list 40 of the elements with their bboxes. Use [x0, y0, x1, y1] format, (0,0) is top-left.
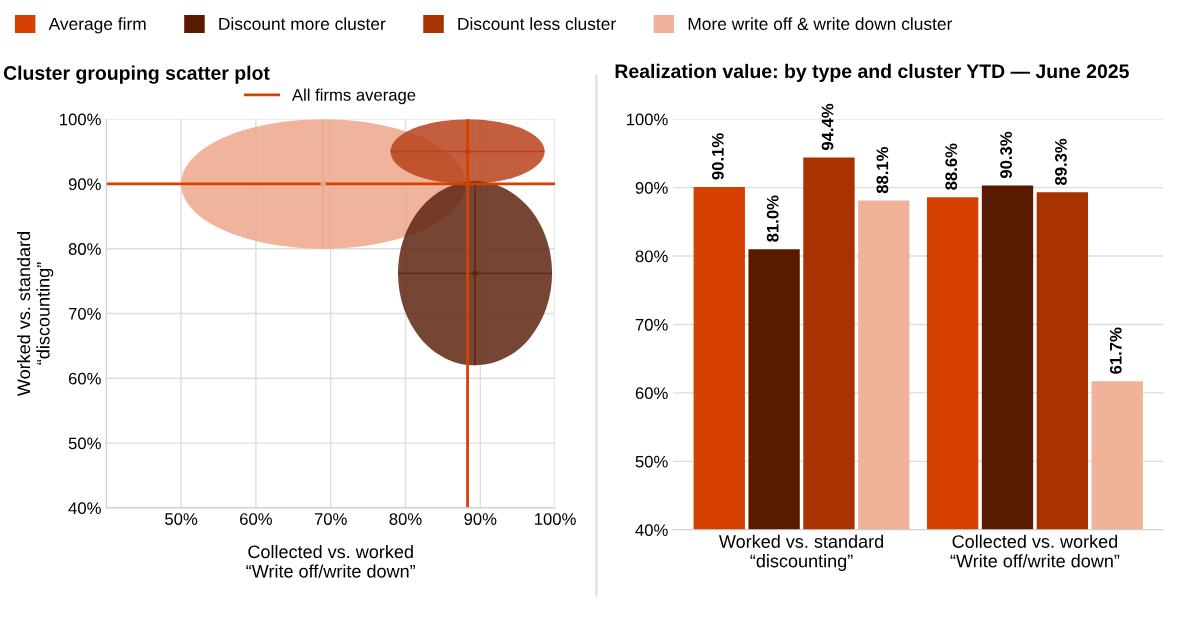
y-tick-label: 100% — [626, 113, 668, 126]
legend-label: Discount more cluster — [219, 17, 386, 31]
y-tick-label: 60% — [68, 372, 101, 385]
point — [472, 270, 478, 277]
y-tick-label: 50% — [635, 455, 668, 468]
legend-label: All firms average — [291, 88, 416, 105]
y-tick-label: 90% — [68, 178, 101, 191]
text: 88.6% — [945, 143, 958, 190]
y-tick-label: 80% — [68, 243, 101, 255]
y-tick-label: 60% — [635, 387, 668, 400]
text: 90.3% — [1000, 131, 1012, 179]
x-tick-label: 100% — [535, 513, 576, 525]
x-tick-label: 90% — [464, 513, 497, 525]
y-tick-label: 70% — [68, 307, 101, 320]
text: 89.3% — [1055, 138, 1067, 185]
text: 90.1% — [711, 133, 724, 180]
legend-label: More write off & write down cluster — [688, 17, 953, 31]
x-tick-label: 80% — [389, 513, 422, 525]
y-tick-label: 50% — [68, 437, 101, 450]
y-tick-label: 80% — [635, 250, 668, 263]
text: 61.7% — [1109, 327, 1122, 374]
chart-title: Realization value: by type and cluster YTD — June 2025 — [615, 63, 1129, 82]
legend-label: Discount less cluster — [458, 17, 616, 31]
y-tick-label: 90% — [635, 181, 668, 194]
text: 81.0% — [766, 195, 779, 242]
y-tick-label: 40% — [68, 502, 101, 515]
x-tick-label: Worked vs. standard “discounting” — [718, 534, 884, 571]
text: 94.4% — [821, 103, 834, 151]
x-tick-label: 50% — [165, 513, 198, 525]
y-axis-title: Worked vs. standard “discounting” — [16, 232, 54, 397]
y-tick-label: 70% — [635, 318, 668, 331]
x-tick-label: 70% — [314, 513, 347, 525]
point — [464, 148, 471, 155]
point — [320, 181, 326, 187]
y-tick-label: 100% — [60, 113, 101, 126]
x-tick-label: 60% — [240, 513, 272, 525]
legend-label: Average firm — [48, 17, 146, 34]
text: 88.1% — [876, 146, 889, 194]
chart-title: Cluster grouping scatter plot — [3, 65, 270, 84]
y-tick-label: 40% — [635, 524, 668, 537]
